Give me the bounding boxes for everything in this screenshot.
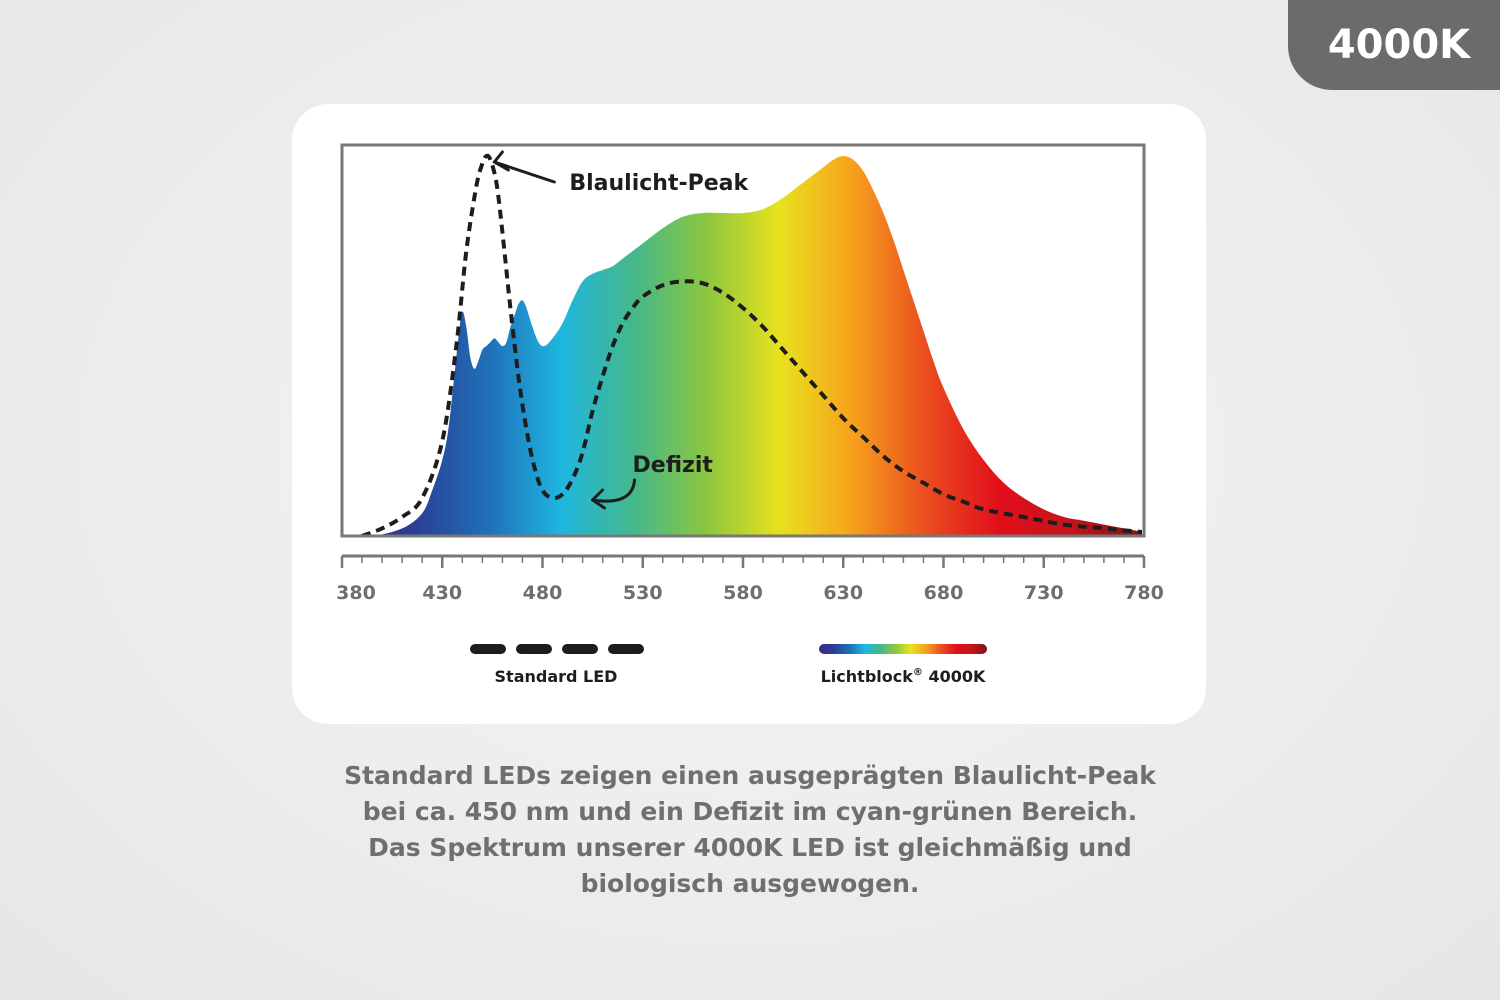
caption-line: bei ca. 450 nm und ein Defizit im cyan-g… <box>362 797 1138 826</box>
defizit-arrow <box>591 478 637 503</box>
color-temperature-badge: 4000K <box>1288 0 1500 90</box>
x-tick-label: 680 <box>924 582 964 604</box>
defizit-arrow-head <box>591 488 607 510</box>
legend-label-lichtblock: Lichtblock® 4000K <box>821 667 986 686</box>
standard-led-curve <box>361 153 1142 536</box>
peak-arrow-head <box>492 150 510 172</box>
plot-frame <box>340 143 1146 538</box>
legend-label-standard-led: Standard LED <box>495 667 618 686</box>
x-tick-label: 380 <box>336 582 376 604</box>
lichtblock-spectrum-area <box>344 156 1142 536</box>
x-tick-label: 430 <box>422 582 462 604</box>
chart-card: 380 430 480 530 580 630 680 730 780 Blaulicht-Pe… <box>292 104 1206 724</box>
x-tick-label: 630 <box>823 582 863 604</box>
caption-line: biologisch ausgewogen. <box>580 869 920 898</box>
x-tick-label: 580 <box>723 582 763 604</box>
x-tick-label: 730 <box>1024 582 1064 604</box>
x-tick-label: 480 <box>523 582 563 604</box>
legend-spectrum-symbol <box>819 644 987 654</box>
annotation-blaulicht-peak: Blaulicht-Peak <box>569 171 749 196</box>
peak-arrow <box>492 160 556 184</box>
x-tick-label: 530 <box>623 582 663 604</box>
spectrum-chart: 380 430 480 530 580 630 680 730 780 Blaulicht-Pe… <box>336 143 1164 686</box>
caption-line: Standard LEDs zeigen einen ausgeprägten … <box>344 761 1156 790</box>
annotation-defizit: Defizit <box>633 453 714 478</box>
caption: Standard LEDs zeigen einen ausgeprägten … <box>250 758 1250 902</box>
x-tick-label: 780 <box>1124 582 1164 604</box>
caption-line: Das Spektrum unserer 4000K LED ist gleic… <box>368 833 1132 862</box>
